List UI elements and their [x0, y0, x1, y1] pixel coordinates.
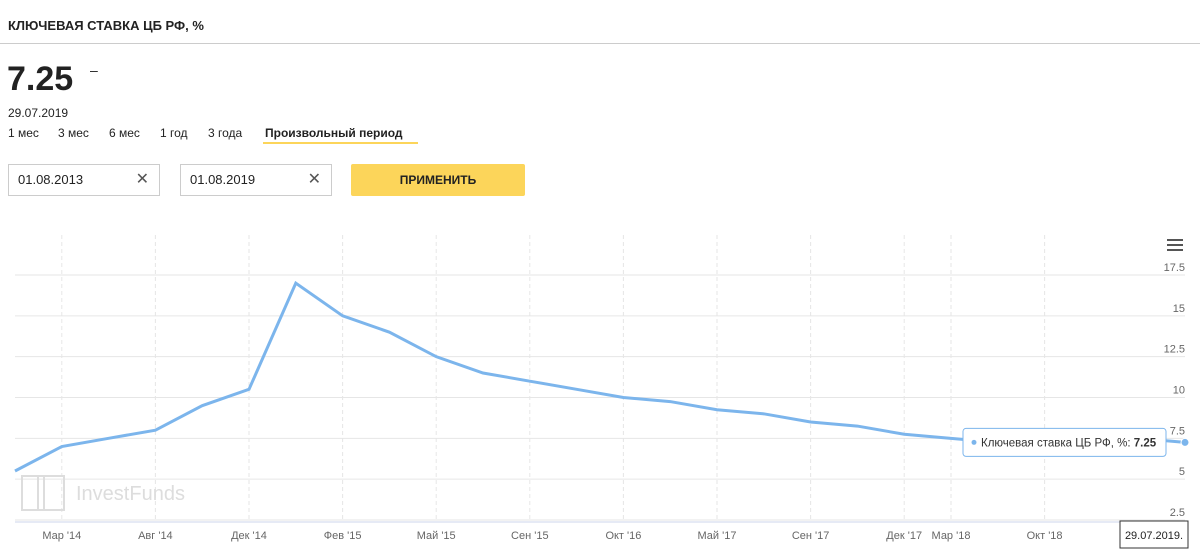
x-tick-label: Сен '17 — [792, 530, 830, 542]
x-tick-label: Фев '15 — [324, 530, 362, 542]
clear-icon[interactable]: ✕ — [135, 171, 149, 188]
tab[interactable]: 6 мес — [109, 126, 140, 140]
tooltip-box — [962, 427, 1167, 457]
tab[interactable]: 3 года — [208, 126, 243, 140]
change: – — [90, 62, 98, 78]
y-tick-label: 12.5 — [1164, 344, 1185, 356]
tooltip-dot — [971, 439, 977, 445]
input-text: 01.08.2013 — [18, 172, 84, 187]
date: 29.07.2019 — [8, 106, 69, 120]
x-tick-label: Авг '14 — [138, 530, 173, 542]
x-tick-label: Май '15 — [417, 530, 456, 542]
date-input[interactable]: 01.08.2019 ✕ — [180, 164, 332, 196]
current-value: 7.25 — [7, 60, 74, 98]
y-tick-label: 15 — [1173, 303, 1185, 315]
input-text: 01.08.2019 — [190, 172, 256, 187]
x-tick-label: Окт '16 — [605, 530, 641, 542]
menu-icon[interactable] — [1167, 239, 1183, 251]
tooltip-value: 7.25 — [1134, 437, 1157, 449]
y-tick-label: 7.5 — [1170, 425, 1185, 437]
tooltip-sep: : — [1127, 437, 1133, 449]
tab[interactable]: 3 мес — [58, 126, 89, 140]
divider — [0, 43, 1200, 44]
tooltip-label: Ключевая ставка ЦБ РФ, % — [981, 437, 1127, 449]
tooltip: Ключевая ставка ЦБ РФ, %: 7.25 — [962, 427, 1167, 457]
tab[interactable]: 1 мес — [8, 126, 39, 140]
date-label-box — [1119, 520, 1189, 549]
tooltip-text: Ключевая ставка ЦБ РФ, %: 7.25 — [981, 437, 1157, 449]
x-tick-label: Мар '14 — [42, 530, 81, 542]
y-tick-label: 10 — [1173, 385, 1185, 397]
x-tick-label: Окт '18 — [1027, 530, 1063, 542]
tab[interactable]: 1 год — [160, 126, 188, 140]
x-tick-label: Май '17 — [698, 530, 737, 542]
clear-icon[interactable]: ✕ — [307, 171, 321, 188]
apply-button[interactable]: ПРИМЕНИТЬ — [351, 164, 525, 196]
watermark: InvestFunds — [76, 483, 185, 505]
tab[interactable]: Произвольный период — [265, 126, 403, 140]
date-label: 29.07.2019. — [1125, 530, 1183, 542]
title: КЛЮЧЕВАЯ СТАВКА ЦБ РФ, % — [8, 18, 204, 33]
x-tick-label: Дек '14 — [231, 530, 267, 542]
watermark-logo — [21, 475, 65, 511]
date-input[interactable]: 01.08.2013 ✕ — [8, 164, 160, 196]
x-tick-label: Дек '17 — [886, 530, 922, 542]
y-tick-label: 2.5 — [1170, 507, 1185, 519]
x-tick-label: Сен '15 — [511, 530, 549, 542]
x-tick-label: Мар '18 — [932, 530, 971, 542]
y-tick-label: 5 — [1179, 466, 1185, 478]
y-tick-label: 17.5 — [1164, 262, 1185, 274]
hover-point — [1180, 437, 1190, 447]
tab-underline — [263, 142, 418, 144]
